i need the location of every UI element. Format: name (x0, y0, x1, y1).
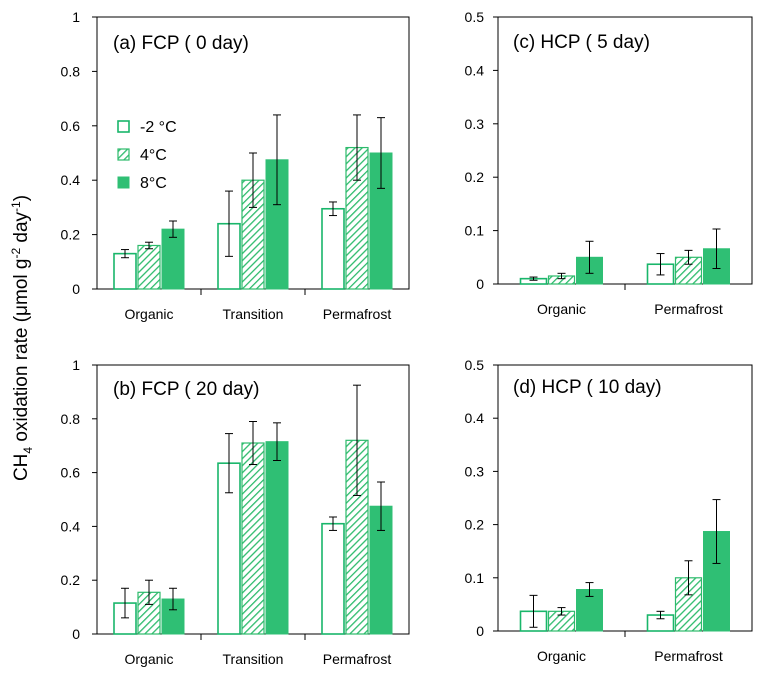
panel-d: 0 0.1 0.2 0.3 0.4 0.5 Organic Permafrost (d) HCP… (465, 357, 753, 664)
y-tick-label: 0.3 (465, 116, 485, 132)
x-category-label: Permafrost (323, 306, 392, 322)
x-category-label: Organic (124, 306, 173, 322)
panel-title: (d) HCP ( 10 day) (513, 377, 662, 398)
x-category-label: Transition (223, 651, 284, 667)
bar-organic-2 (161, 228, 185, 290)
legend-label: -2 °C (140, 119, 177, 136)
legend-swatch (117, 120, 130, 133)
y-tick-label: 0 (476, 623, 484, 639)
legend-label: 8°C (140, 175, 167, 192)
panel-title: (b) FCP ( 20 day) (113, 379, 259, 400)
y-label-sup2: -1 (9, 201, 23, 212)
bar-permafrost-0 (321, 522, 345, 635)
panel-a: 0 0.2 0.4 0.6 0.8 1 Organic Transition Permafros… (61, 9, 410, 322)
y-tick-label: 0.1 (465, 223, 485, 239)
y-label-sub: 4 (21, 447, 35, 454)
bar-permafrost-0 (321, 207, 345, 290)
panel-title: (a) FCP ( 0 day) (113, 33, 249, 54)
y-tick-label: 0.5 (465, 357, 485, 373)
y-tick-label: 0.1 (465, 570, 485, 586)
y-axis-label: CH4 oxidation rate (μmol g-2 day-1) (9, 195, 35, 481)
x-category-label: Permafrost (323, 651, 392, 667)
legend-label: 4°C (140, 147, 167, 164)
bar-organic-1 (137, 244, 161, 290)
bar-permafrost-1 (674, 577, 703, 632)
y-tick-label: 0.4 (465, 410, 485, 426)
legend-swatch (117, 148, 130, 161)
x-category-label: Permafrost (654, 301, 723, 317)
x-category-label: Permafrost (654, 648, 723, 664)
y-tick-label: 1 (72, 9, 80, 25)
y-label-end: ) (11, 195, 32, 201)
panel-title: (c) HCP ( 5 day) (513, 32, 650, 53)
y-tick-label: 0.8 (61, 63, 81, 79)
y-tick-label: 0.4 (465, 62, 485, 78)
y-tick-label: 0.6 (61, 465, 81, 481)
y-tick-label: 1 (72, 357, 80, 373)
legend-swatch (117, 176, 130, 189)
bar-organic-0 (113, 252, 137, 290)
y-label-main: CH (11, 454, 32, 481)
y-label-mid: day (11, 211, 32, 247)
y-tick-label: 0 (476, 276, 484, 292)
x-category-label: Transition (223, 306, 284, 322)
y-tick-label: 0.4 (61, 172, 81, 188)
plot-frame (497, 16, 753, 285)
bar-transition-2 (265, 441, 289, 635)
y-tick-label: 0.6 (61, 118, 81, 134)
y-tick-label: 0.5 (465, 9, 485, 25)
x-category-label: Organic (537, 648, 586, 664)
x-category-label: Organic (537, 301, 586, 317)
bar-organic-2 (576, 589, 603, 632)
bar-transition-1 (241, 442, 265, 635)
y-label-sup1: -2 (9, 248, 23, 259)
y-tick-label: 0.3 (465, 463, 485, 479)
panel-c: 0 0.1 0.2 0.3 0.4 0.5 Organic Permafrost (c) HCP… (465, 9, 753, 317)
x-category-label: Organic (124, 651, 173, 667)
y-tick-label: 0.2 (465, 169, 485, 185)
y-tick-label: 0 (72, 626, 80, 642)
y-label-rest: oxidation rate (μmol g (11, 259, 32, 447)
y-tick-label: 0.2 (465, 517, 485, 533)
y-tick-label: 0.2 (61, 227, 81, 243)
y-tick-label: 0.8 (61, 411, 81, 427)
y-tick-label: 0.4 (61, 518, 81, 534)
y-tick-label: 0 (72, 281, 80, 297)
panel-b: 0 0.2 0.4 0.6 0.8 1 Organic Transition Permafros… (61, 357, 410, 667)
y-tick-label: 0.2 (61, 572, 81, 588)
